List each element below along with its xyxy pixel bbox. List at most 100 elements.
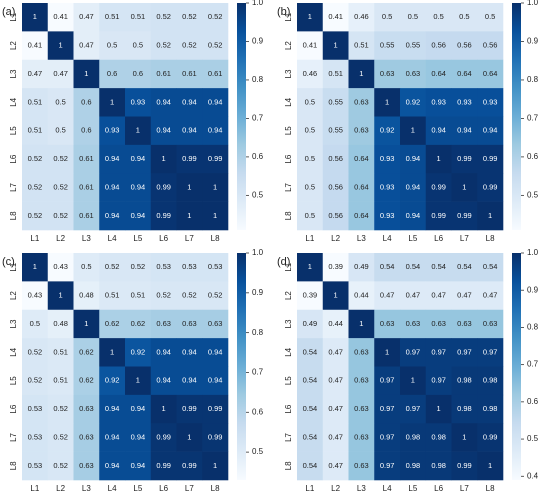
heatmap-cell (125, 31, 152, 61)
cell-value: 0.49 (303, 319, 318, 328)
heatmap-cell (451, 3, 478, 32)
colorbar-tick-label: 0.7 (252, 114, 264, 123)
cell-value: 0.63 (354, 97, 369, 106)
cell-value: 0.52 (156, 291, 171, 300)
cell-value: 0.99 (208, 432, 223, 441)
heatmap-cell (348, 88, 375, 117)
heatmap-cell (99, 366, 126, 396)
cell-value: 0.39 (303, 291, 318, 300)
heatmap-cell (99, 394, 126, 424)
x-tick-label: L2 (56, 234, 65, 243)
heatmap-cell (322, 201, 349, 231)
cell-value: 0.94 (156, 97, 171, 106)
heatmap-cell (451, 338, 478, 367)
heatmap-cell (451, 116, 478, 146)
heatmap-cell (22, 309, 49, 339)
cell-value: 0.98 (483, 404, 498, 413)
heatmap-cell (400, 59, 427, 89)
colorbar-tick-label: 0.8 (252, 328, 264, 337)
cell-value: 0.47 (79, 12, 94, 21)
heatmap-cell (477, 423, 504, 452)
cell-value: 0.5 (55, 126, 65, 135)
x-tick-label: L2 (331, 484, 340, 493)
heatmap-cell (47, 253, 74, 282)
heatmap-cell (99, 116, 126, 146)
heatmap-cell (322, 366, 349, 396)
cell-value: 0.97 (406, 404, 421, 413)
heatmap-cell (348, 394, 375, 424)
cell-value: 0.51 (105, 12, 120, 21)
heatmap-cell (125, 88, 152, 117)
heatmap-cell (374, 423, 401, 452)
x-tick-label: L3 (357, 484, 366, 493)
cell-value: 0.63 (457, 319, 472, 328)
heatmap-cell (202, 366, 229, 396)
heatmap-cell (73, 201, 100, 231)
heatmap-cell (176, 253, 203, 282)
heatmap-cell (477, 31, 504, 61)
heatmap-cell (400, 281, 427, 311)
heatmap-cell (202, 201, 229, 231)
y-tick-label: L1 (9, 12, 18, 21)
heatmap-cell (125, 173, 152, 202)
colorbar-tick-label: 0.9 (252, 288, 264, 297)
heatmap-cell (425, 338, 452, 367)
heatmap-cell (451, 366, 478, 396)
heatmap-cell (322, 281, 349, 311)
heatmap-cell (150, 338, 177, 367)
cell-value: 0.94 (131, 154, 146, 163)
x-tick-label: L6 (159, 234, 168, 243)
cell-value: 0.62 (105, 319, 120, 328)
heatmap-cell (322, 88, 349, 117)
heatmap-cell (47, 88, 74, 117)
x-tick-label: L4 (383, 484, 392, 493)
heatmap-cell (297, 201, 324, 231)
cell-value: 0.64 (483, 69, 498, 78)
heatmap-cell (22, 116, 49, 146)
y-tick-label: L7 (9, 182, 18, 191)
cell-value: 0.63 (79, 461, 94, 470)
heatmap-cell (425, 253, 452, 282)
cell-value: 1 (162, 404, 166, 413)
heatmap-cell (150, 144, 177, 174)
heatmap-cell (22, 338, 49, 367)
colorbar (512, 253, 521, 480)
cell-value: 0.94 (105, 211, 120, 220)
cell-value: 0.94 (156, 376, 171, 385)
cell-value: 0.52 (208, 291, 223, 300)
heatmap-cell (47, 201, 74, 231)
heatmap-cell (348, 423, 375, 452)
panel-title: (d) (277, 256, 290, 268)
heatmap-cell (73, 253, 100, 282)
x-tick-label: L3 (357, 234, 366, 243)
cell-value: 0.54 (303, 347, 318, 356)
heatmap-cell (374, 144, 401, 174)
cell-value: 0.56 (431, 41, 446, 50)
cell-value: 0.99 (483, 432, 498, 441)
cell-value: 0.63 (208, 319, 223, 328)
heatmap-cell (451, 201, 478, 231)
y-tick-label: L8 (284, 461, 293, 470)
cell-value: 0.93 (131, 97, 146, 106)
cell-value: 1 (136, 376, 140, 385)
heatmap-cell (322, 309, 349, 339)
cell-value: 0.63 (79, 432, 94, 441)
cell-value: 0.63 (380, 69, 395, 78)
heatmap-cell (47, 309, 74, 339)
heatmap-cell (374, 253, 401, 282)
heatmap-cell (374, 451, 401, 481)
cell-value: 0.64 (354, 211, 369, 220)
heatmap-cell (297, 173, 324, 202)
heatmap-cell (22, 144, 49, 174)
heatmap-cell (425, 116, 452, 146)
cell-value: 0.52 (156, 12, 171, 21)
heatmap-cell (348, 31, 375, 61)
y-tick-label: L4 (9, 347, 18, 356)
cell-value: 0.94 (406, 154, 421, 163)
heatmap-cell (348, 116, 375, 146)
y-tick-label: L6 (284, 404, 293, 413)
heatmap-cell (374, 3, 401, 32)
heatmap-cell (477, 173, 504, 202)
heatmap-cell (22, 59, 49, 89)
cell-value: 1 (488, 461, 492, 470)
